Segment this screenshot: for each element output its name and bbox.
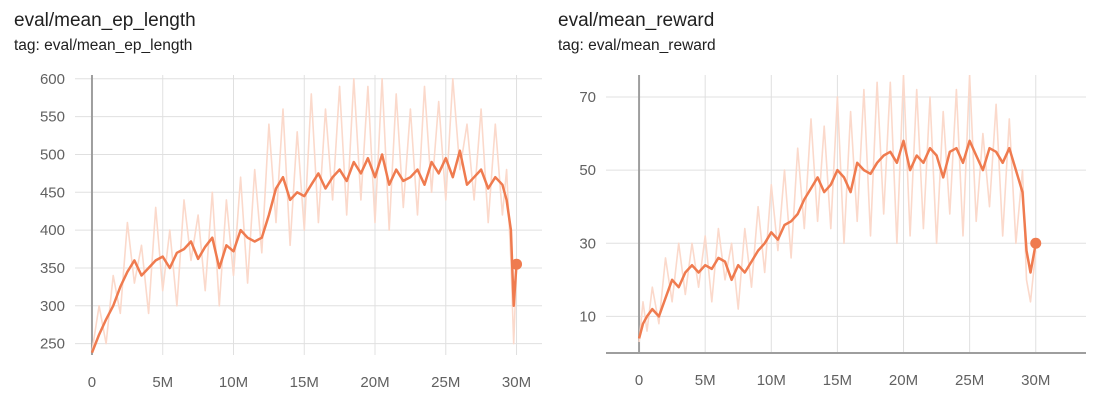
raw-series-line [91, 78, 518, 352]
y-tick-label: 70 [579, 89, 596, 106]
y-tick-label: 600 [40, 71, 65, 88]
chart-tag: tag: eval/mean_reward [558, 37, 716, 54]
x-tick-label: 10M [757, 372, 786, 389]
x-tick-label: 15M [823, 372, 852, 389]
y-tick-label: 10 [579, 308, 596, 325]
chart-title: eval/mean_ep_length [14, 10, 196, 31]
x-tick-label: 15M [290, 374, 319, 391]
chart-title: eval/mean_reward [558, 10, 715, 31]
x-tick-label: 10M [219, 374, 248, 391]
last-value-marker [1030, 237, 1042, 249]
smoothed-series-line [637, 139, 1038, 339]
x-tick-label: 5M [152, 374, 173, 391]
y-tick-label: 500 [40, 146, 65, 163]
x-tick-label: 25M [431, 374, 460, 391]
y-tick-label: 250 [40, 336, 65, 353]
x-tick-label: 5M [695, 372, 716, 389]
x-tick-label: 0 [635, 372, 643, 389]
x-tick-label: 30M [502, 374, 531, 391]
y-tick-label: 50 [579, 162, 596, 179]
y-tick-label: 350 [40, 260, 65, 277]
chart-card-reward: eval/mean_reward tag: eval/mean_reward 0… [551, 0, 1102, 400]
last-value-marker [511, 258, 523, 270]
y-tick-label: 400 [40, 222, 65, 239]
reward-plot[interactable]: 0 5M 10M 15M 20M 25M 30M 10 30 50 70 [551, 0, 1102, 400]
ep-length-plot[interactable]: 0 5M 10M 15M 20M 25M 30M 250 300 350 400 450 500 550 6… [0, 0, 550, 400]
y-tick-label: 550 [40, 109, 65, 126]
x-tick-label: 25M [955, 372, 984, 389]
y-tick-label: 300 [40, 298, 65, 315]
x-tick-label: 0 [88, 374, 96, 391]
smoothed-series-line [90, 149, 518, 354]
x-tick-label: 30M [1021, 372, 1050, 389]
chart-card-ep-length: eval/mean_ep_length tag: eval/mean_ep_le… [0, 0, 550, 400]
x-tick-label: 20M [889, 372, 918, 389]
plot-area [90, 78, 518, 354]
y-tick-label: 30 [579, 235, 596, 252]
x-tick-label: 20M [360, 374, 389, 391]
plot-area [637, 75, 1038, 343]
chart-tag: tag: eval/mean_ep_length [14, 37, 193, 54]
y-tick-label: 450 [40, 184, 65, 201]
grid [75, 75, 542, 355]
